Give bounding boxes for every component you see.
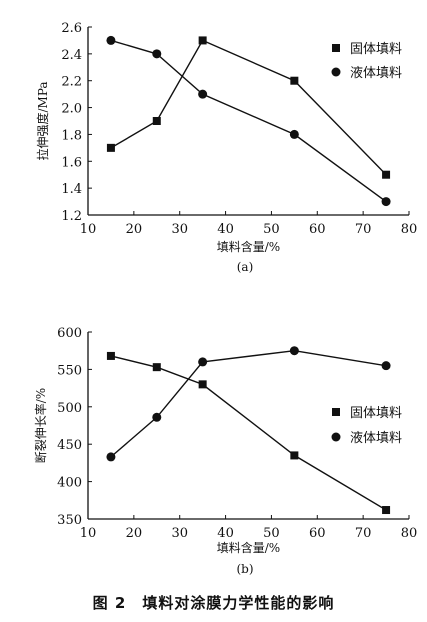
- panel-a-legend-label: 液体填料: [350, 66, 402, 81]
- panel-b-x-tick-label: 40: [217, 526, 234, 541]
- panel-a-circle-marker: [198, 89, 208, 99]
- panel-b-y-tick-label: 350: [57, 513, 82, 528]
- panel-b-y-tick-label: 400: [57, 476, 82, 491]
- panel-b-square-marker: [152, 363, 161, 372]
- panel-b-x-tick-label: 10: [80, 526, 97, 541]
- panel-b-legend-label: 固体填料: [350, 406, 402, 421]
- panel-a-x-tick-label: 60: [309, 222, 326, 237]
- panel-a-legend-square-icon: [332, 44, 340, 52]
- panel-b-legend-square-icon: [332, 408, 340, 416]
- panel-a-legend-label: 固体填料: [350, 42, 402, 57]
- panel-b-x-tick-label: 30: [171, 526, 188, 541]
- panel-b-label: (b): [236, 562, 253, 576]
- panel-b-x-axis-title: 填料含量/%: [217, 540, 280, 555]
- panel-b-circle-marker: [152, 412, 162, 422]
- panel-b-legend-circle-icon: [331, 432, 341, 442]
- panel-a-x-tick-label: 70: [355, 222, 372, 237]
- panel-b-legend-label: 液体填料: [350, 431, 402, 446]
- panel-b-x-tick-label: 80: [401, 526, 418, 541]
- panel-b-square-marker: [106, 351, 115, 360]
- panel-a-circle-marker: [381, 197, 391, 207]
- panel-a-y-tick-label: 2.2: [61, 75, 82, 90]
- panel-a-y-tick-label: 1.4: [61, 182, 82, 197]
- panel-b-circle-marker: [106, 452, 116, 462]
- panel-a-x-tick-label: 10: [80, 222, 97, 237]
- panel-a-y-tick-label: 1.2: [61, 209, 82, 224]
- panel-a-square-marker: [106, 143, 115, 152]
- panel-b-y-tick-label: 500: [57, 401, 82, 416]
- panel-a-y-tick-label: 2.4: [61, 48, 82, 63]
- panel-a-x-tick-label: 80: [401, 222, 418, 237]
- panel-a-square-marker: [382, 170, 391, 179]
- panel-b-x-tick-label: 60: [309, 526, 326, 541]
- panel-a-x-axis-title: 填料含量/%: [217, 239, 280, 254]
- panel-b-y-tick-label: 450: [57, 438, 82, 453]
- panel-b-y-tick-label: 550: [57, 363, 82, 378]
- panel-a-x-tick-label: 30: [171, 222, 188, 237]
- panel-a-x-tick-label: 40: [217, 222, 234, 237]
- panel-a-y-tick-label: 2.0: [61, 102, 82, 117]
- panel-b-square-marker: [290, 451, 299, 460]
- panel-a-series-line: [110, 39, 387, 176]
- figure-caption: 图 2 填料对涂膜力学性能的影响: [92, 594, 335, 612]
- panel-b-x-tick-label: 70: [355, 526, 372, 541]
- panel-b-square-marker: [198, 380, 207, 389]
- panel-b-circle-marker: [381, 361, 391, 371]
- panel-b-y-tick-label: 600: [57, 326, 82, 341]
- panel-b-x-tick-label: 50: [263, 526, 280, 541]
- panel-b-x-tick-label: 20: [126, 526, 143, 541]
- panel-a-circle-marker: [152, 49, 162, 59]
- panel-b-square-marker: [382, 506, 391, 515]
- panel-b-series-line: [110, 355, 387, 511]
- panel-b-y-axis-title: 断裂伸长率/%: [33, 388, 48, 463]
- panel-b-circle-marker: [198, 357, 208, 367]
- panel-a-series-line: [110, 39, 387, 203]
- panel-a-y-tick-label: 1.8: [61, 128, 82, 143]
- panel-a-y-tick-label: 1.6: [61, 155, 82, 170]
- panel-a-y-axis-title: 拉伸强度/MPa: [35, 81, 50, 160]
- panel-a-legend-circle-icon: [331, 67, 341, 77]
- panel-a-square-marker: [198, 36, 207, 45]
- panel-a-x-tick-label: 50: [263, 222, 280, 237]
- panel-a-y-tick-label: 2.6: [61, 21, 82, 36]
- panel-a-square-marker: [152, 117, 161, 125]
- panel-a-circle-marker: [106, 35, 116, 45]
- panel-a-circle-marker: [289, 129, 299, 139]
- panel-a-label: (a): [237, 260, 254, 274]
- panel-a-x-tick-label: 20: [126, 222, 143, 237]
- panel-b-circle-marker: [289, 346, 299, 356]
- panel-a-square-marker: [290, 76, 299, 85]
